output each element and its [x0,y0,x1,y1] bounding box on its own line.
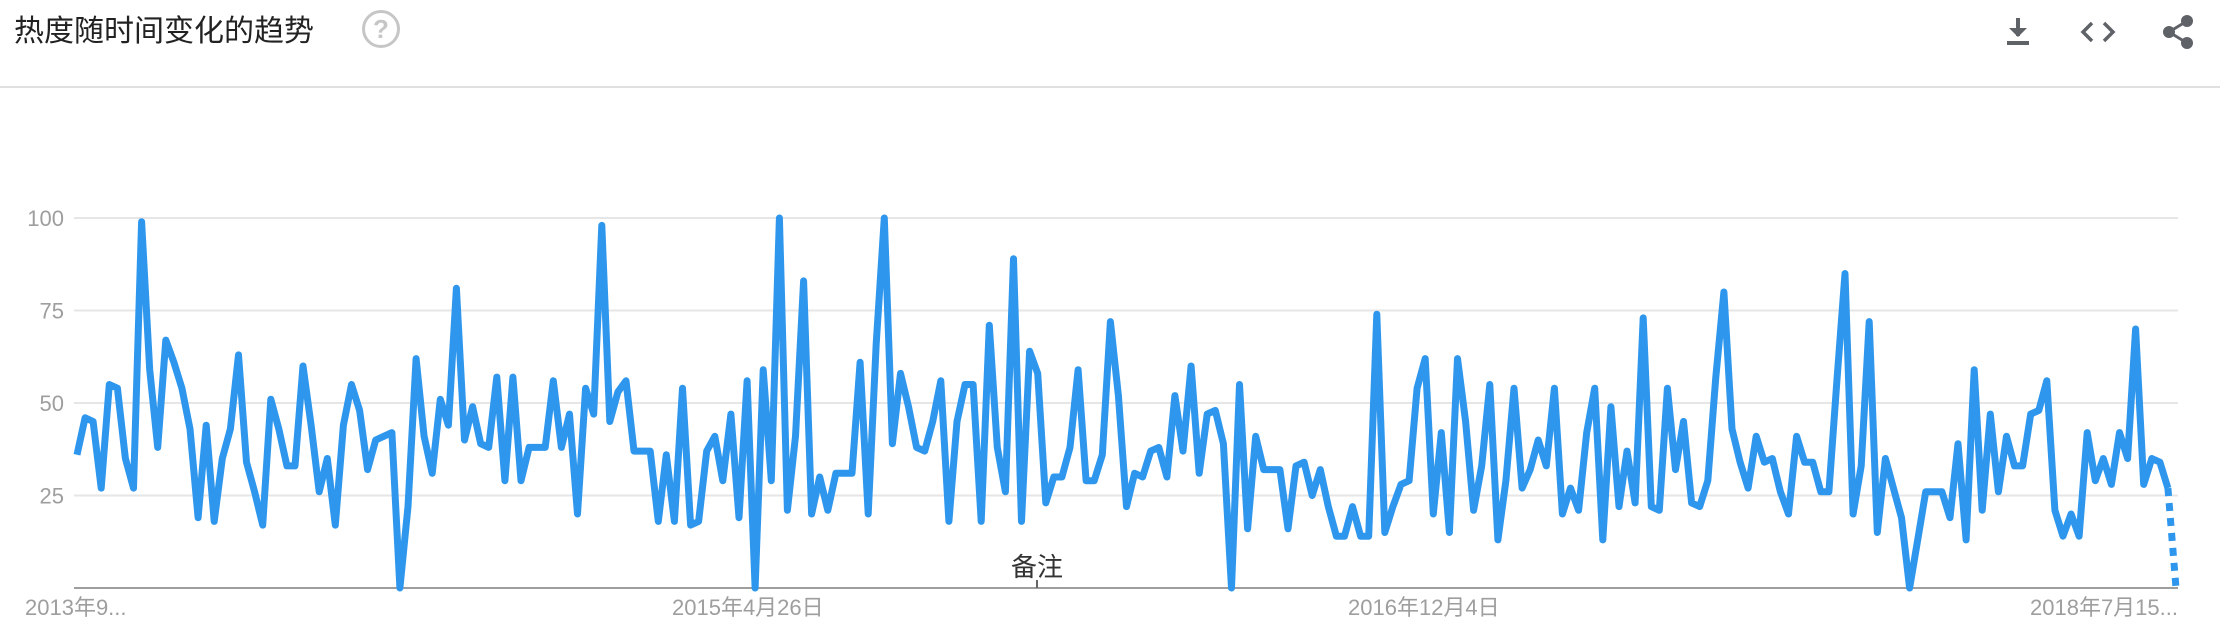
annotation-label: 备注 [1011,553,1063,583]
x-tick-label: 2018年7月15... [2030,595,2178,620]
chart-header: 热度随时间变化的趋势 ? [0,0,2220,88]
share-icon[interactable] [2158,12,2198,52]
embed-code-icon[interactable] [2078,12,2118,52]
y-tick-label: 100 [27,206,64,231]
download-icon[interactable] [1998,12,2038,52]
y-tick-label: 25 [40,484,64,509]
x-axis-ticks: 2013年9... 2015年4月26日 2016年12月4日 2018年7月15..… [25,595,2178,620]
chart-title: 热度随时间变化的趋势 [14,14,314,49]
help-icon[interactable]: ? [362,10,400,48]
y-axis-ticks: 100 75 50 25 [27,206,64,509]
series-line-solid [73,214,2172,592]
y-tick-label: 50 [40,391,64,416]
y-tick-label: 75 [40,299,64,324]
x-tick-label: 2016年12月4日 [1348,595,1500,620]
x-tick-label: 2015年4月26日 [672,595,824,620]
annotation: 备注 [1011,553,1063,588]
x-tick-label: 2013年9... [25,595,127,620]
series-line-partial [2164,487,2180,589]
series-line [73,214,2180,592]
